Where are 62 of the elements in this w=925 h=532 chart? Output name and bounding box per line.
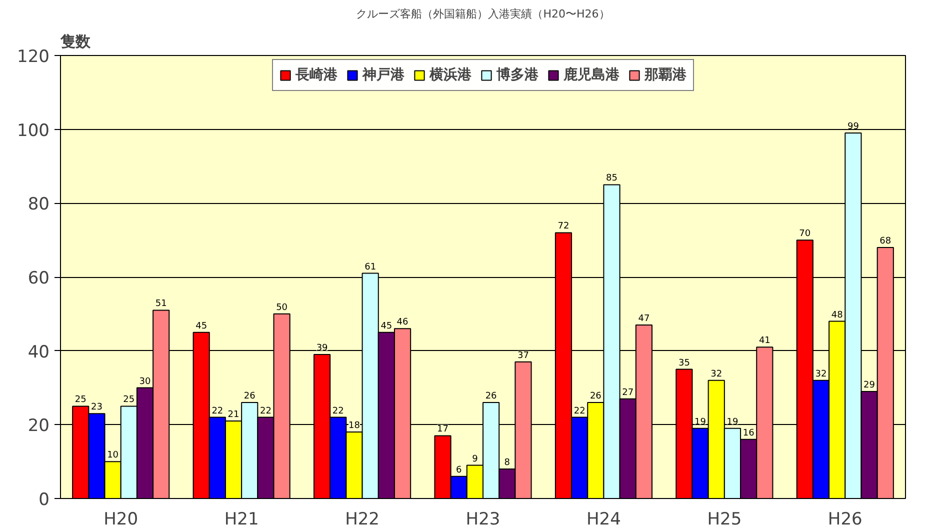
y-tick-label: 0 <box>38 490 50 510</box>
data-label: 23 <box>90 402 102 413</box>
data-label: 47 <box>638 314 650 324</box>
data-label: 61 <box>364 262 376 272</box>
data-label: 21 <box>228 410 240 420</box>
data-label: 37 <box>518 350 529 361</box>
legend-label: 神戸港 <box>362 66 404 84</box>
legend-label: 鹿児島港 <box>564 66 620 84</box>
data-label: 29 <box>864 380 876 390</box>
y-axis-title: 隻数 <box>60 32 92 50</box>
x-tick-label: H21 <box>224 510 259 530</box>
data-label: 45 <box>380 321 392 332</box>
data-label: 19 <box>694 417 706 428</box>
x-tick-label: H22 <box>345 510 380 530</box>
data-label: 22 <box>332 406 344 416</box>
data-label: 8 <box>504 458 510 468</box>
data-label: 22 <box>574 406 586 416</box>
data-label: 18 <box>348 421 360 432</box>
data-label: 6 <box>456 465 462 476</box>
x-tick-label: H26 <box>828 510 862 530</box>
data-label: 70 <box>799 229 811 240</box>
legend-label: 那覇港 <box>644 66 686 84</box>
data-label: 41 <box>758 336 770 346</box>
data-label: 30 <box>139 376 151 387</box>
legend-label: 博多港 <box>496 66 538 84</box>
data-label: 26 <box>244 392 256 402</box>
x-tick-label: H20 <box>104 510 138 530</box>
y-tick-label: 20 <box>28 416 50 436</box>
y-tick-label: 60 <box>28 268 50 288</box>
legend-label: 長崎港 <box>296 66 338 84</box>
data-label: 26 <box>485 392 498 402</box>
data-label: 46 <box>396 318 409 328</box>
data-label: 25 <box>74 395 86 406</box>
data-label: 48 <box>831 310 844 320</box>
data-label: 68 <box>880 236 892 246</box>
x-tick-label: H23 <box>466 510 500 530</box>
data-label: 45 <box>196 321 208 332</box>
data-label: 25 <box>123 395 135 406</box>
data-label: 27 <box>622 388 634 398</box>
data-label: 26 <box>590 392 602 402</box>
data-label: 85 <box>606 174 618 184</box>
data-label: 22 <box>212 406 224 416</box>
data-label: 16 <box>742 428 755 438</box>
data-label: 22 <box>260 406 272 416</box>
y-tick-label: 40 <box>28 342 50 362</box>
y-tick-label: 80 <box>28 194 50 215</box>
data-label: 10 <box>107 450 119 461</box>
y-tick-label: 100 <box>17 120 50 141</box>
data-label: 32 <box>710 369 722 380</box>
data-label: 32 <box>815 369 827 380</box>
data-label: 9 <box>472 454 478 464</box>
y-tick-label: 120 <box>17 47 50 67</box>
legend-label: 横浜港 <box>430 66 472 84</box>
chart-title: クルーズ客船（外国籍船）入港実績（H20〜H26） <box>356 8 610 20</box>
data-label: 19 <box>726 417 738 428</box>
data-label: 17 <box>437 424 448 435</box>
data-label: 51 <box>155 299 167 310</box>
data-label: 35 <box>678 358 690 368</box>
x-tick-label: H24 <box>586 510 621 530</box>
x-tick-label: H25 <box>707 510 742 530</box>
data-label: 50 <box>276 302 288 313</box>
data-label: 72 <box>558 222 570 232</box>
